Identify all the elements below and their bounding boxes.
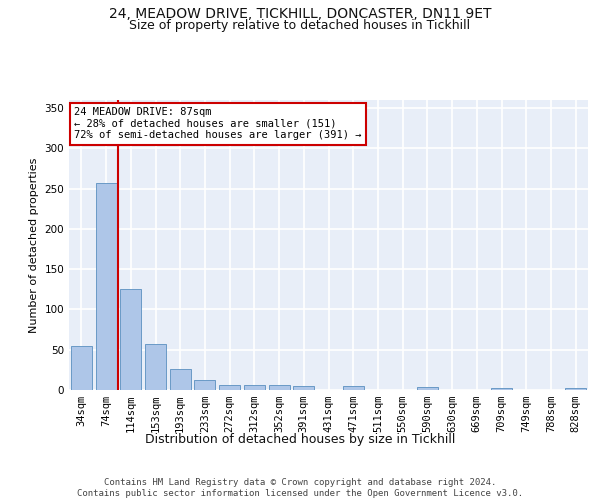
Text: 24, MEADOW DRIVE, TICKHILL, DONCASTER, DN11 9ET: 24, MEADOW DRIVE, TICKHILL, DONCASTER, D…: [109, 8, 491, 22]
Bar: [120, 288, 141, 390]
Bar: [565, 388, 586, 390]
Bar: [269, 385, 290, 390]
Bar: [244, 385, 265, 390]
Bar: [491, 388, 512, 390]
Bar: [343, 386, 364, 390]
Text: Size of property relative to detached houses in Tickhill: Size of property relative to detached ho…: [130, 19, 470, 32]
Bar: [95, 183, 116, 390]
Text: Contains HM Land Registry data © Crown copyright and database right 2024.
Contai: Contains HM Land Registry data © Crown c…: [77, 478, 523, 498]
Bar: [417, 387, 438, 390]
Text: Distribution of detached houses by size in Tickhill: Distribution of detached houses by size …: [145, 432, 455, 446]
Bar: [145, 344, 166, 390]
Y-axis label: Number of detached properties: Number of detached properties: [29, 158, 39, 332]
Bar: [194, 380, 215, 390]
Text: 24 MEADOW DRIVE: 87sqm
← 28% of detached houses are smaller (151)
72% of semi-de: 24 MEADOW DRIVE: 87sqm ← 28% of detached…: [74, 108, 362, 140]
Bar: [219, 385, 240, 390]
Bar: [71, 346, 92, 390]
Bar: [170, 369, 191, 390]
Bar: [293, 386, 314, 390]
